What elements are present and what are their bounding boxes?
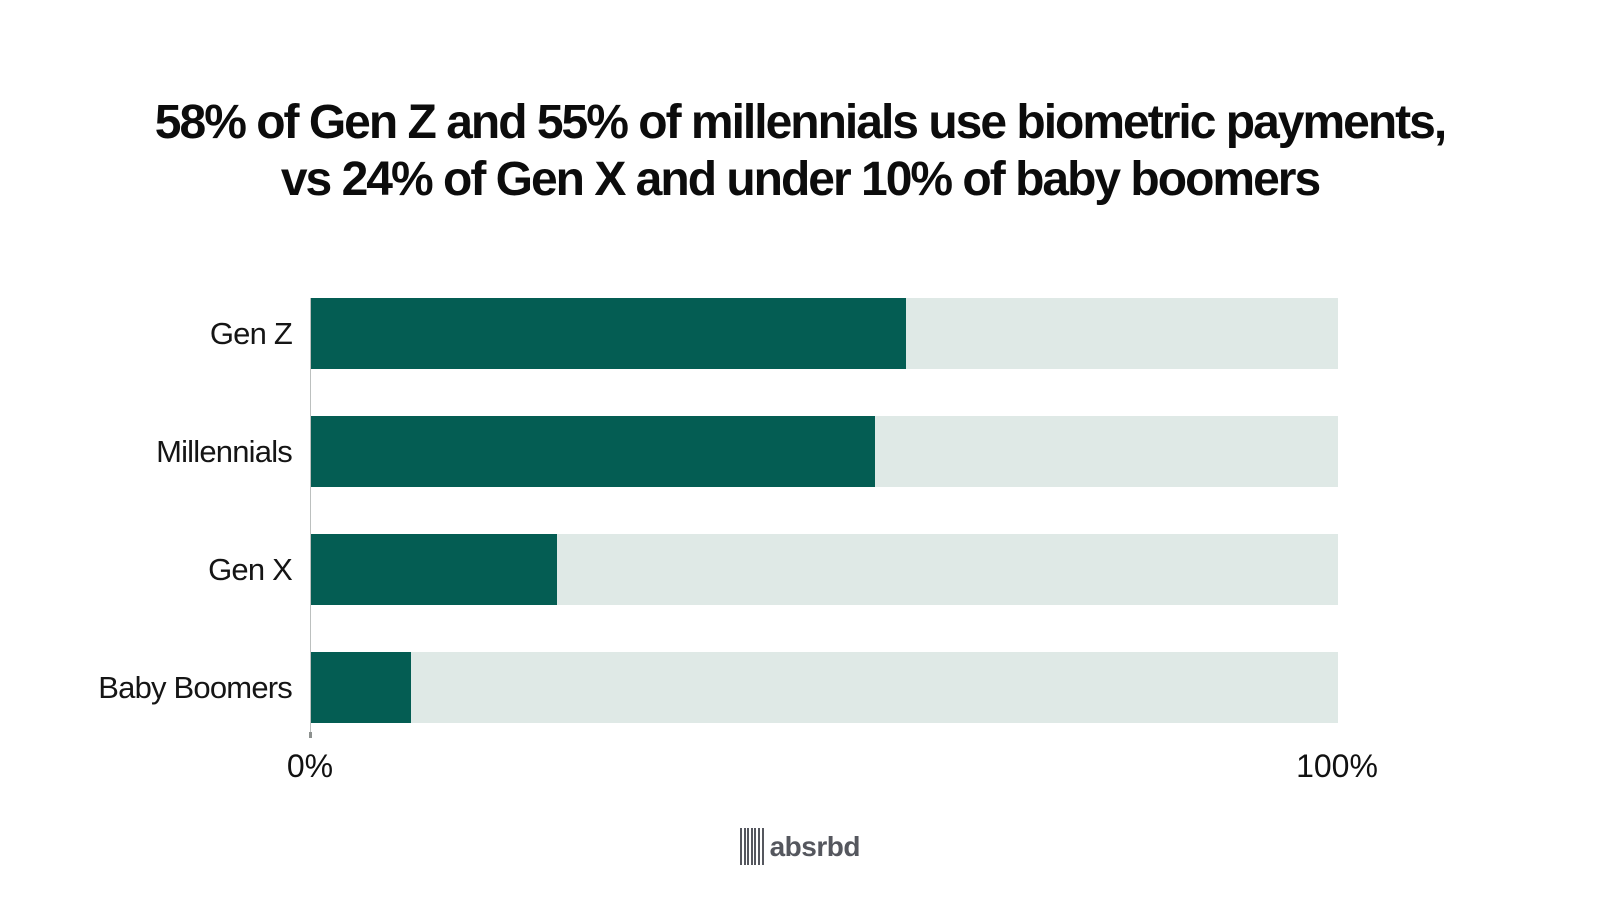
x-axis-tick [309,732,312,738]
bar-track [310,534,1338,605]
bar-track [310,298,1338,369]
bar-fill [310,534,557,605]
bar-fill [310,298,907,369]
x-tick-label-max: 100% [1296,748,1378,784]
brand-footer: absrbd [0,828,1600,865]
x-tick-label-min: 0% [286,748,334,784]
chart-title-line2: vs 24% of Gen X and under 10% of baby bo… [280,153,1321,206]
bar-row: Gen X [208,534,1338,605]
category-label: Gen X [208,552,293,587]
bar-rows: Gen Z Millennials Gen X Baby Boomers [98,0,1338,900]
bar-fill [310,652,411,723]
brand-name: absrbd [769,831,861,862]
bar-track [310,416,1338,487]
category-label: Gen Z [209,316,293,351]
y-axis-line [310,298,311,737]
bar-row: Millennials [156,416,1338,487]
bar-fill [310,416,876,487]
bar-row: Gen Z [210,298,1338,369]
chart-title-line1: 58% of Gen Z and 55% of millennials use … [154,96,1447,149]
category-label: Millennials [156,434,293,469]
bar-row: Baby Boomers [98,652,1338,723]
chart-title: 58% of Gen Z and 55% of millennials use … [0,94,1600,208]
bar-track [310,652,1338,723]
category-label: Baby Boomers [98,670,293,705]
barcode-lines-icon [740,828,764,865]
